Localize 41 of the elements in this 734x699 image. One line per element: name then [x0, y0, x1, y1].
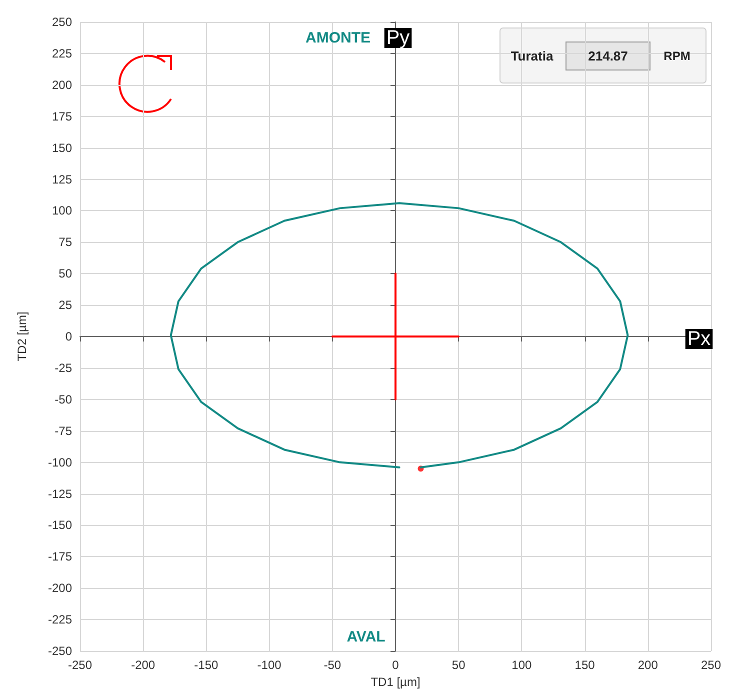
y-tick-label: 200 [52, 78, 72, 92]
x-tick-label: 50 [452, 658, 466, 672]
y-axis-title: TD2 [µm] [15, 312, 29, 362]
y-tick-label: -175 [48, 550, 72, 564]
x-tick-label: 0 [392, 658, 400, 672]
annotation: Py [386, 27, 410, 49]
annotation: Turatia [510, 48, 554, 64]
x-tick-label: -100 [257, 658, 282, 672]
y-tick-label: -225 [48, 612, 72, 627]
annotation: AMONTE [306, 30, 370, 46]
y-tick-label: -50 [54, 392, 72, 406]
y-tick-label: -150 [48, 518, 72, 532]
y-tick-label: 50 [58, 266, 72, 281]
y-tick-label: 250 [52, 15, 72, 29]
x-tick-label: -250 [68, 658, 92, 672]
y-tick-label: -250 [48, 644, 72, 658]
y-tick-label: 100 [52, 204, 72, 218]
y-tick-label: -200 [48, 581, 72, 596]
annotation: RPM [664, 49, 690, 63]
y-tick-label: 25 [58, 298, 72, 312]
y-tick-label: 0 [65, 330, 72, 344]
annotation: Px [687, 328, 711, 350]
annotation: 214.87 [588, 48, 628, 64]
x-tick-label: 100 [512, 658, 532, 672]
y-tick-label: 175 [52, 109, 72, 124]
y-tick-label: 150 [52, 140, 72, 155]
y-tick-label: -100 [48, 455, 72, 470]
y-tick-label: 125 [52, 172, 72, 186]
x-tick-label: 150 [574, 658, 596, 672]
y-tick-label: 75 [58, 235, 72, 250]
annotation: AVAL [346, 628, 386, 646]
y-tick-label: -75 [54, 424, 72, 438]
y-tick-label: -25 [54, 360, 72, 375]
x-axis-title: TD1 [µm] [370, 674, 420, 689]
y-tick-label: 225 [52, 46, 72, 60]
y-tick-label: -125 [48, 486, 72, 501]
x-tick-label: -50 [324, 658, 342, 672]
x-tick-label: 200 [638, 658, 658, 672]
x-tick-label: -200 [131, 658, 156, 672]
x-tick-label: 250 [700, 658, 722, 672]
x-tick-label: -150 [194, 658, 219, 672]
